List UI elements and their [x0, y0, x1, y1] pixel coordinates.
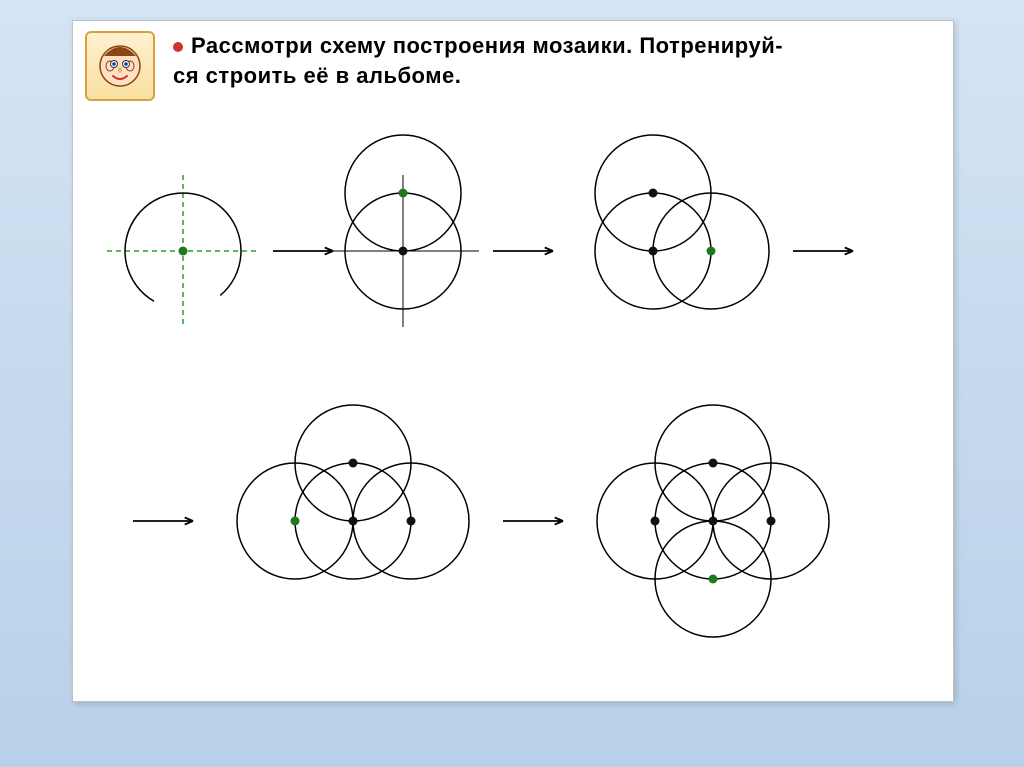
- diagram-area: [73, 121, 953, 701]
- task-line1: Рассмотри схему построения мозаики. Потр…: [191, 33, 783, 58]
- header-row: Рассмотри схему построения мозаики. Потр…: [85, 31, 941, 101]
- task-line2: ся строить её в альбоме.: [173, 63, 461, 88]
- page-background: Рассмотри схему построения мозаики. Потр…: [0, 0, 1024, 767]
- mosaic-construction-diagram: [73, 121, 953, 701]
- bullet-icon: [173, 42, 183, 52]
- avatar-box: [85, 31, 155, 101]
- content-card: Рассмотри схему построения мозаики. Потр…: [72, 20, 954, 702]
- avatar-face-icon: [96, 42, 144, 90]
- task-text: Рассмотри схему построения мозаики. Потр…: [173, 31, 783, 90]
